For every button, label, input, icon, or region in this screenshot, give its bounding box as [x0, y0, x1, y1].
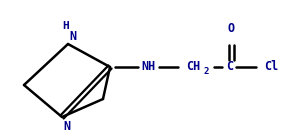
Text: 2: 2: [203, 68, 209, 76]
Text: Cl: Cl: [264, 60, 278, 74]
Text: NH: NH: [141, 60, 155, 74]
Text: O: O: [227, 23, 235, 35]
Text: C: C: [227, 60, 234, 74]
Text: N: N: [69, 30, 77, 44]
Text: CH: CH: [186, 60, 200, 74]
Text: H: H: [63, 21, 69, 31]
Text: N: N: [64, 121, 71, 133]
